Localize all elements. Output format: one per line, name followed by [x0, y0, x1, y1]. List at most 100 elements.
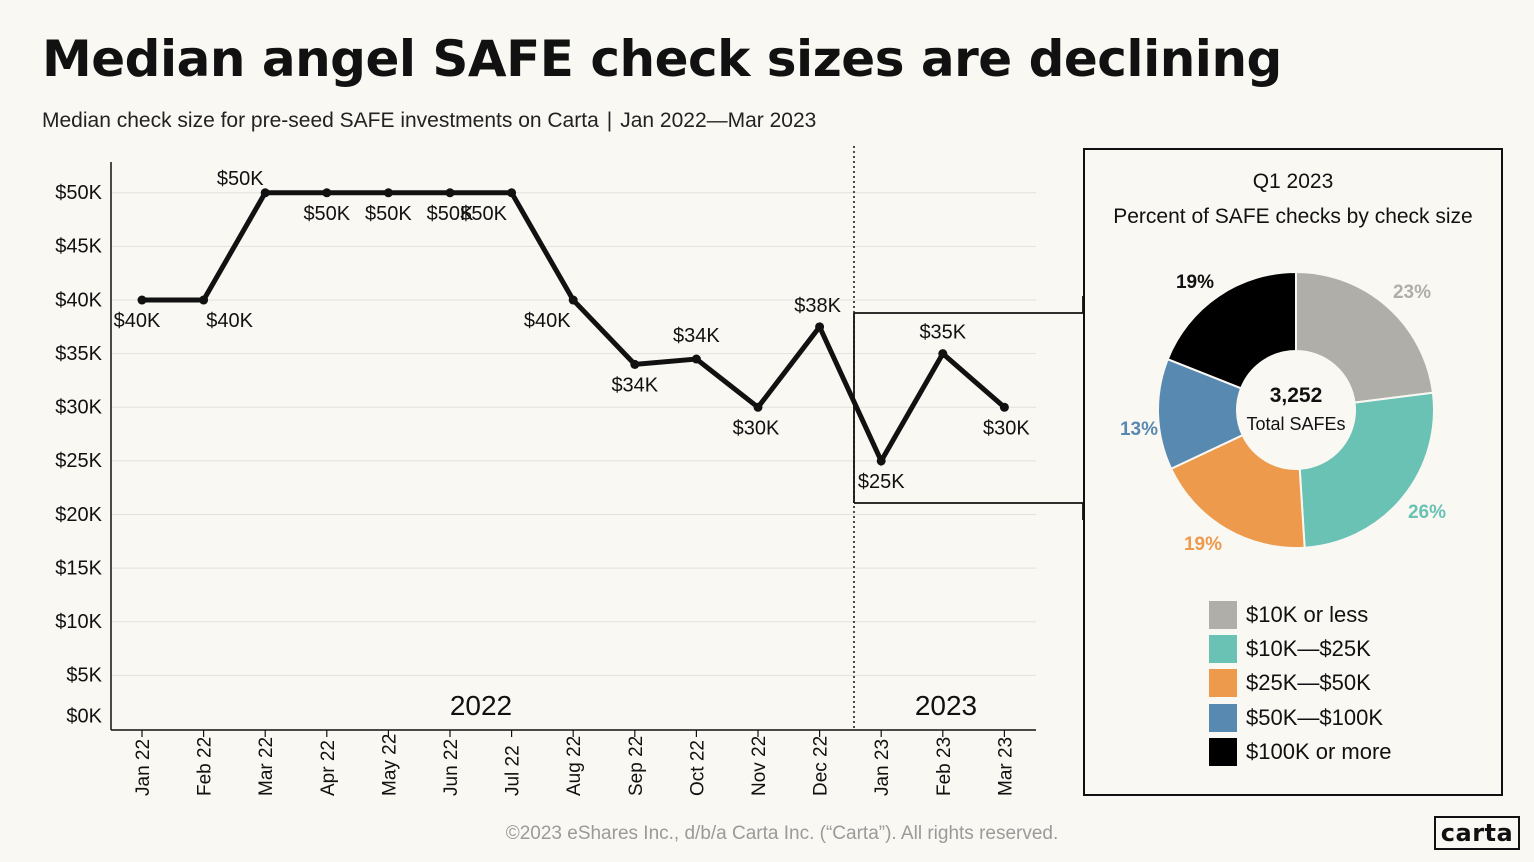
data-point	[999, 402, 1009, 412]
data-point	[876, 456, 886, 466]
donut-percent-label: 19%	[1184, 534, 1222, 555]
legend-item: $10K—$25K	[1209, 632, 1392, 666]
x-tick-label: Oct 22	[687, 740, 708, 796]
data-label: $30K	[733, 417, 780, 439]
tick-labels: $0K $5K $10K $15K $20K $25K $30K $35K $40K $45K $5…	[55, 182, 1016, 796]
legend-label: $10K or less	[1246, 602, 1369, 628]
page-subtitle: Median check size for pre-seed SAFE inve…	[42, 109, 816, 133]
legend-swatch	[1209, 601, 1237, 630]
data-label: $50K	[427, 203, 474, 225]
donut-percent-label: 23%	[1393, 282, 1431, 303]
data-labels: $40K $40K$50K$50K $50K $50K$50K$40K$34K$34K…	[114, 168, 1031, 493]
page-title: Median angel SAFE check sizes are declin…	[42, 30, 1282, 88]
legend-label: $25K—$50K	[1246, 670, 1371, 696]
y-tick-label: $10K	[55, 611, 102, 633]
subtitle-separator: |	[606, 109, 613, 132]
data-point	[199, 295, 209, 305]
x-tick-label: Nov 22	[749, 736, 770, 796]
x-tick-label: Mar 23	[995, 737, 1016, 796]
donut-title: Q1 2023	[1252, 170, 1334, 193]
data-label: $50K	[460, 203, 507, 225]
data-point	[445, 188, 455, 198]
x-tick-label: Jan 22	[133, 739, 154, 796]
legend-label: $100K or more	[1246, 738, 1392, 764]
x-tick-label: May 22	[379, 734, 400, 796]
data-point	[753, 402, 763, 412]
data-label: $25K	[858, 471, 905, 493]
subtitle-range: Jan 2022—Mar 2023	[620, 109, 817, 132]
data-point	[137, 295, 147, 305]
data-label: $30K	[983, 417, 1030, 439]
x-tick-label: Sep 22	[626, 736, 647, 796]
data-label: $34K	[611, 374, 658, 396]
donut-percent-label: 19%	[1176, 272, 1214, 293]
y-tick-label: $50K	[55, 182, 102, 204]
data-label: $50K	[303, 203, 350, 225]
copyright-footer: ©2023 eShares Inc., d/b/a Carta Inc. (“C…	[505, 823, 1059, 844]
legend-swatch	[1209, 669, 1237, 698]
legend-label: $10K—$25K	[1246, 636, 1371, 662]
year-label-2023: 2023	[915, 690, 977, 721]
subtitle-main: Median check size for pre-seed SAFE inve…	[42, 109, 599, 132]
data-label: $38K	[794, 295, 841, 317]
data-label: $35K	[919, 322, 966, 344]
data-label: $50K	[217, 168, 264, 190]
y-tick-label: $5K	[66, 665, 102, 687]
data-point	[322, 188, 332, 198]
donut-center-label: Total SAFEs	[1246, 414, 1345, 434]
donut-slice	[1298, 391, 1435, 549]
data-point	[630, 359, 640, 369]
callout-top-edge	[854, 296, 1084, 314]
series-line	[142, 190, 1007, 467]
year-label-2022: 2022	[450, 690, 512, 721]
data-point	[938, 349, 948, 359]
legend-item: $25K—$50K	[1209, 666, 1392, 700]
y-tick-label: $35K	[55, 343, 102, 365]
legend-item: $50K—$100K	[1209, 701, 1392, 735]
x-tick-label: Feb 23	[934, 737, 955, 796]
donut-chart: 23% 26% 19% 13% 19% 3,252 Total SAFEs	[1120, 270, 1446, 555]
legend-item: $100K or more	[1209, 735, 1392, 769]
data-label: $40K	[206, 310, 253, 332]
chart-axes	[110, 162, 1036, 737]
y-tick-label: $30K	[55, 397, 102, 419]
donut-center-value: 3,252	[1270, 384, 1323, 407]
x-tick-label: Jun 22	[441, 739, 462, 796]
legend-label: $50K—$100K	[1246, 704, 1383, 730]
x-tick-label: Feb 22	[195, 737, 216, 796]
donut-percent-label: 26%	[1408, 502, 1446, 523]
data-label: $40K	[114, 310, 161, 332]
data-point	[260, 188, 270, 198]
legend-swatch	[1209, 703, 1237, 732]
data-label: $50K	[365, 203, 412, 225]
data-label: $34K	[673, 325, 720, 347]
y-tick-label: $45K	[55, 236, 102, 258]
x-tick-label: Mar 22	[256, 737, 277, 796]
data-point	[507, 188, 517, 198]
y-tick-label: $25K	[55, 450, 102, 472]
x-tick-label: Aug 22	[564, 736, 585, 796]
x-tick-label: Dec 22	[811, 736, 832, 796]
data-point	[815, 322, 825, 332]
carta-logo: carta	[1434, 816, 1520, 850]
y-tick-label: $15K	[55, 557, 102, 579]
donut-panel: Q1 2023 Percent of SAFE checks by check …	[1083, 148, 1503, 796]
donut-subtitle: Percent of SAFE checks by check size	[1113, 205, 1473, 228]
y-tick-label: $40K	[55, 289, 102, 311]
donut-slice	[1169, 433, 1306, 549]
data-label: $40K	[524, 310, 571, 332]
legend: $10K or less $10K—$25K $25K—$50K $50K—$100K…	[1209, 598, 1392, 769]
y-tick-label: $20K	[55, 504, 102, 526]
callout-bottom-edge	[854, 502, 1084, 520]
grid-lines	[111, 192, 1036, 676]
legend-swatch	[1209, 737, 1237, 766]
x-tick-label: Jan 23	[872, 739, 893, 796]
y-tick-label: $0K	[66, 705, 102, 727]
data-point	[383, 188, 393, 198]
x-tick-label: Jul 22	[503, 745, 524, 796]
donut-percent-label: 13%	[1120, 419, 1158, 440]
legend-item: $10K or less	[1209, 598, 1392, 632]
data-point	[691, 354, 701, 364]
donut-slice	[1166, 270, 1297, 390]
